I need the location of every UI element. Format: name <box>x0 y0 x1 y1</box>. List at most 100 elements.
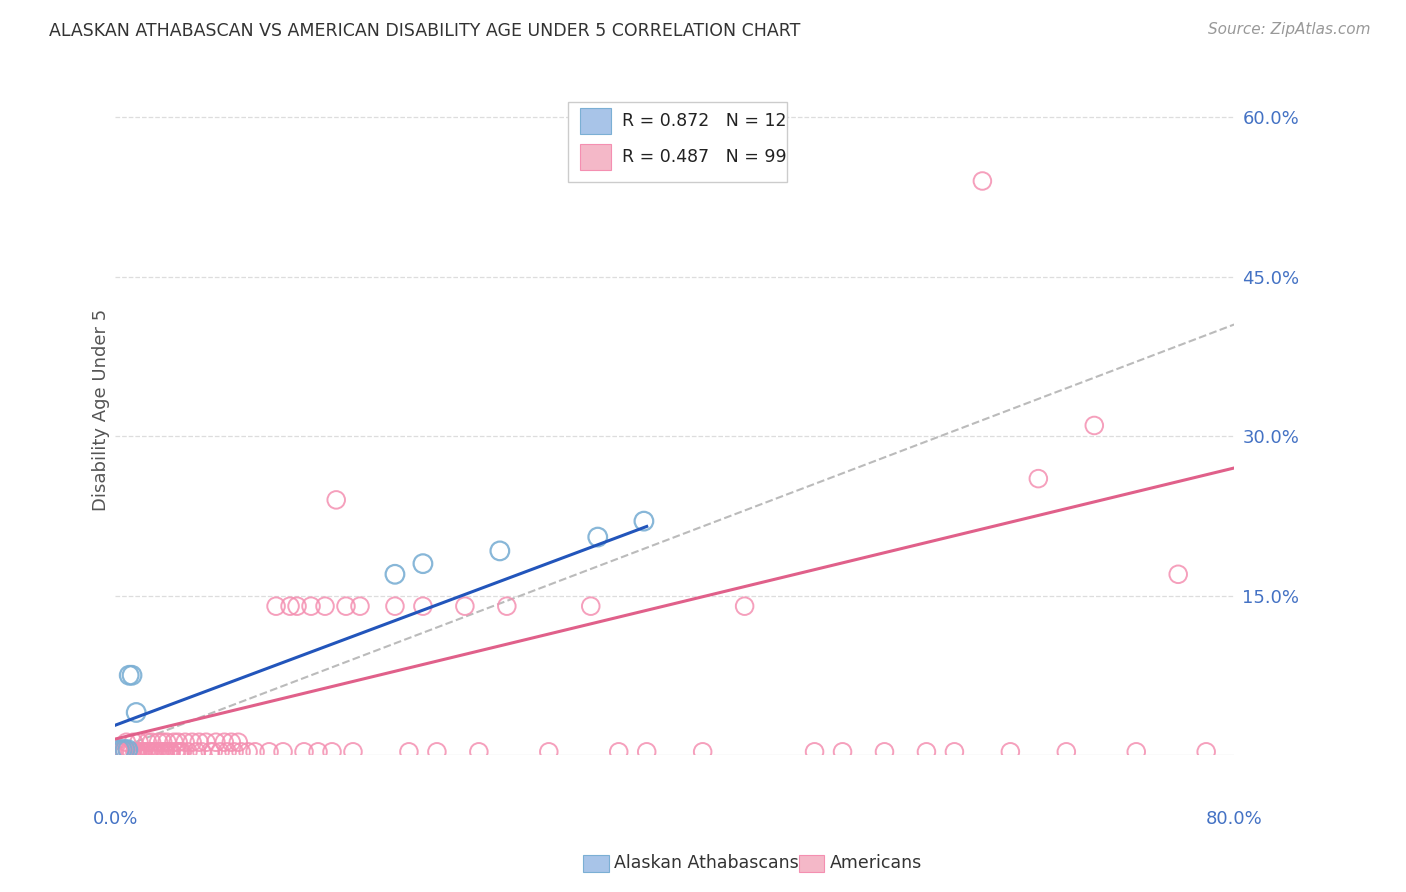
Point <box>873 745 896 759</box>
Y-axis label: Disability Age Under 5: Disability Age Under 5 <box>93 309 110 510</box>
Point <box>633 514 655 528</box>
Point <box>142 745 165 759</box>
Point <box>166 745 188 759</box>
Point <box>243 745 266 759</box>
Point <box>426 745 449 759</box>
Point <box>1054 745 1077 759</box>
Point <box>607 745 630 759</box>
Point <box>108 745 131 759</box>
Point <box>325 492 347 507</box>
Point <box>127 745 149 759</box>
Point <box>181 735 204 749</box>
Point <box>170 745 193 759</box>
Point <box>117 742 139 756</box>
Point <box>163 735 186 749</box>
Point <box>636 745 658 759</box>
Point <box>128 735 150 749</box>
Point <box>384 599 406 614</box>
Point <box>221 735 243 749</box>
Point <box>120 745 142 759</box>
Point <box>129 745 152 759</box>
Point <box>141 735 163 749</box>
Point <box>342 745 364 759</box>
Text: R = 0.487   N = 99: R = 0.487 N = 99 <box>621 148 787 166</box>
Point <box>292 745 315 759</box>
Point <box>148 735 170 749</box>
Point <box>121 668 143 682</box>
Point <box>165 745 187 759</box>
Point <box>188 735 211 749</box>
Point <box>125 706 148 720</box>
Point <box>124 745 146 759</box>
Point <box>155 745 177 759</box>
Point <box>205 735 228 749</box>
Text: R = 0.872   N = 12: R = 0.872 N = 12 <box>621 112 786 129</box>
Point <box>1028 472 1050 486</box>
Point <box>214 735 236 749</box>
Point <box>734 599 756 614</box>
Point <box>285 599 308 614</box>
Point <box>307 745 329 759</box>
Point <box>495 599 517 614</box>
Point <box>692 745 714 759</box>
Point <box>224 745 246 759</box>
Point <box>1125 745 1147 759</box>
Point <box>149 745 172 759</box>
Text: 0.0%: 0.0% <box>93 810 138 829</box>
Point <box>915 745 938 759</box>
Point <box>143 745 166 759</box>
Point <box>122 735 145 749</box>
Point <box>138 745 160 759</box>
Point <box>125 745 148 759</box>
Point <box>831 745 853 759</box>
Point <box>321 745 343 759</box>
Point <box>177 745 200 759</box>
Point <box>1083 418 1105 433</box>
Point <box>314 599 336 614</box>
Point <box>257 745 280 759</box>
Point <box>156 735 179 749</box>
Point <box>111 742 134 756</box>
Point <box>169 745 191 759</box>
Point <box>271 745 294 759</box>
Point <box>191 745 214 759</box>
Text: Americans: Americans <box>830 855 922 872</box>
Point <box>146 745 169 759</box>
Point <box>118 745 141 759</box>
Point <box>217 745 239 759</box>
Point <box>278 599 301 614</box>
Point <box>153 745 176 759</box>
Point <box>226 735 249 749</box>
Point <box>229 745 252 759</box>
Text: Source: ZipAtlas.com: Source: ZipAtlas.com <box>1208 22 1371 37</box>
Point <box>195 735 218 749</box>
Point <box>136 735 159 749</box>
Point <box>174 735 197 749</box>
Point <box>160 745 183 759</box>
Point <box>112 745 135 759</box>
Point <box>412 599 434 614</box>
Point <box>586 530 609 544</box>
Text: 80.0%: 80.0% <box>1206 810 1263 829</box>
Point <box>167 735 190 749</box>
Point <box>335 599 357 614</box>
Point <box>579 599 602 614</box>
Point <box>108 742 131 756</box>
Point <box>1167 567 1189 582</box>
Point <box>135 745 157 759</box>
Point <box>537 745 560 759</box>
Point <box>114 745 136 759</box>
Point <box>943 745 966 759</box>
Point <box>972 174 994 188</box>
Point <box>186 745 208 759</box>
Point <box>454 599 477 614</box>
Point <box>489 544 512 558</box>
Point <box>803 745 825 759</box>
Point <box>115 735 138 749</box>
Point <box>209 745 232 759</box>
Text: Alaskan Athabascans: Alaskan Athabascans <box>614 855 799 872</box>
Point <box>299 599 322 614</box>
Point <box>1195 745 1218 759</box>
Point <box>114 742 136 756</box>
Point <box>131 745 153 759</box>
